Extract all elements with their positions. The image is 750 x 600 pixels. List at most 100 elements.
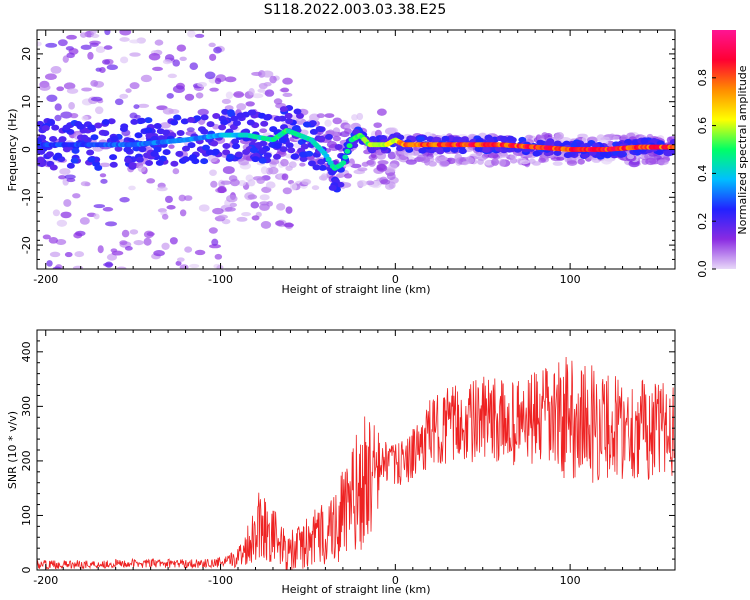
- spectrogram-noise-cell: [477, 156, 487, 161]
- spectrogram-noise-cell: [172, 59, 181, 67]
- spectrogram-band-cell: [273, 115, 282, 122]
- spectrogram-band-cell: [450, 147, 459, 154]
- spectrogram-noise-cell: [121, 229, 130, 238]
- spectrogram-band-cell: [138, 146, 147, 153]
- spectrogram-noise-cell: [214, 77, 222, 85]
- spectrogram-band-cell: [532, 150, 541, 157]
- spectrogram-noise-cell: [152, 66, 163, 72]
- spectrogram-band-cell: [193, 115, 202, 122]
- spectrogram-band-cell: [599, 151, 608, 158]
- spectrogram-noise-cell: [172, 168, 180, 175]
- spectrogram-noise-cell: [214, 253, 223, 260]
- spectrogram-band-cell: [71, 147, 80, 154]
- spectrogram-noise-cell: [176, 44, 187, 52]
- spectrogram-band-cell: [62, 146, 71, 153]
- spectrogram-band-cell: [458, 137, 467, 144]
- snr-axes: -200 -100 0 100 0 100 200 300 400: [20, 329, 676, 587]
- spectrogram-band-cell: [222, 142, 231, 149]
- spectrogram-noise-cell: [628, 159, 640, 168]
- spectrogram-band-cell: [317, 158, 326, 165]
- spectrogram-noise-cell: [140, 74, 153, 83]
- spectrogram-band-cell: [87, 124, 96, 131]
- spectrogram-noise-cell: [204, 71, 216, 80]
- spectrogram-band-cell: [263, 152, 272, 159]
- spectrogram-noise-cell: [343, 173, 353, 179]
- spectrogram-band-cell: [305, 150, 314, 157]
- spectrogram-noise-cell: [269, 75, 277, 84]
- spectrogram-noise-cell: [119, 197, 130, 203]
- spectrogram-band-cell: [442, 146, 451, 153]
- spectrogram-band-cell: [226, 153, 235, 160]
- spectrogram-noise-cell: [104, 30, 111, 36]
- spectrogram-band-cell: [287, 147, 296, 154]
- spectrogram-band-cell: [162, 129, 171, 136]
- spectrogram-noise-cell: [438, 156, 448, 162]
- spectrogram-noise-cell: [89, 42, 99, 47]
- spectrogram-noise-cell: [197, 108, 209, 116]
- spectrogram-band-cell: [201, 144, 210, 151]
- spectrogram-noise-cell: [509, 157, 518, 164]
- spectrogram-band-cell: [272, 153, 281, 160]
- snr-xtick-label: 0: [392, 574, 399, 587]
- snr-xtick-label: -200: [33, 574, 58, 587]
- spectrogram-band-cell: [279, 146, 288, 153]
- spectrogram-noise-cell: [373, 122, 383, 129]
- spectrogram-noise-cell: [217, 214, 228, 220]
- spectrogram-noise-cell: [97, 245, 104, 254]
- spectrogram-noise-cell: [63, 82, 76, 90]
- spectrogram-noise-cell: [100, 178, 108, 184]
- spectrogram-noise-cell: [38, 83, 51, 91]
- spectrogram-noise-cell: [165, 195, 173, 204]
- spectrogram-band-cell: [144, 117, 153, 124]
- spectrogram-noise-cell: [552, 161, 563, 166]
- spectrogram-band-cell: [211, 148, 220, 155]
- spectrogram-noise-cell: [45, 42, 58, 48]
- spectrogram-noise-cell: [212, 207, 224, 215]
- spectrogram-noise-cell: [116, 266, 127, 269]
- spectrogram-band-cell: [86, 149, 95, 156]
- spectrogram-band-cell: [506, 135, 515, 142]
- spectrogram-noise-cell: [487, 152, 499, 159]
- spectrogram-noise-cell: [179, 56, 187, 61]
- spectrogram-noise-cell: [134, 114, 141, 119]
- spectrogram-noise-cell: [248, 88, 255, 96]
- spectrogram-band-cell: [200, 128, 209, 135]
- spectrogram-ytick-label: 0: [20, 146, 33, 153]
- spectrogram-noise-cell: [57, 39, 68, 47]
- spectrogram-noise-cell: [146, 231, 155, 237]
- spectrogram-noise-cell: [222, 166, 235, 175]
- spectrogram-noise-cell: [283, 222, 294, 228]
- spectrogram-band-cell: [312, 164, 321, 171]
- spectrogram-noise-cell: [50, 65, 62, 74]
- spectrogram-noise-cell: [42, 234, 51, 240]
- spectrogram-noise-cell: [238, 179, 247, 187]
- spectrogram-noise-cell: [225, 91, 234, 99]
- spectrogram-band-cell: [37, 148, 46, 155]
- spectrogram-cells: [37, 30, 675, 269]
- spectrogram-band-cell: [124, 157, 133, 164]
- spectrogram-band-cell: [87, 156, 96, 163]
- spectrogram-noise-cell: [356, 112, 364, 121]
- spectrogram-band-cell: [66, 162, 75, 169]
- spectrogram-noise-cell: [60, 211, 72, 219]
- spectrogram-noise-cell: [250, 201, 260, 209]
- spectrogram-band-cell: [41, 125, 50, 132]
- spectrogram-noise-cell: [179, 264, 189, 269]
- snr-ytick-label: 200: [20, 450, 33, 471]
- spectrogram-noise-cell: [103, 262, 114, 267]
- spectrogram-band-cell: [54, 152, 63, 159]
- spectrogram-band-cell: [187, 116, 196, 123]
- snr-panel: -200 -100 0 100 0 100 200 300 400 Height of stra…: [6, 329, 676, 596]
- spectrogram-band-cell: [94, 164, 103, 171]
- spectrogram-ridge-cell: [346, 143, 353, 149]
- spectrogram-noise-cell: [276, 203, 286, 211]
- spectrogram-noise-cell: [162, 107, 174, 115]
- spectrogram-band-cell: [474, 145, 483, 152]
- spectrogram-band-cell: [669, 139, 675, 146]
- spectrogram-band-cell: [200, 158, 209, 165]
- spectrogram-noise-cell: [66, 178, 76, 183]
- spectrogram-band-cell: [273, 142, 282, 149]
- spectrogram-band-cell: [499, 135, 508, 142]
- spectrogram-noise-cell: [81, 87, 93, 92]
- spectrogram-noise-cell: [177, 257, 185, 262]
